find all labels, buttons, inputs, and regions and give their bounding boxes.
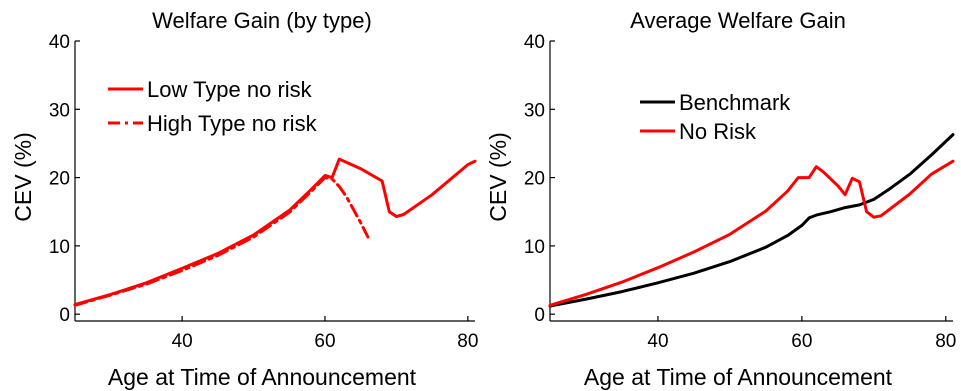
series-line-no-risk [548, 159, 955, 307]
x-tick-label: 80 [935, 331, 956, 352]
y-tick-label: 40 [524, 32, 545, 53]
x-axis-label: Age at Time of Announcement [584, 364, 893, 390]
x-tick-label: 40 [172, 331, 193, 352]
legend-label-no-risk: No Risk [679, 119, 757, 144]
y-axis-label: CEV (%) [10, 132, 36, 221]
legend-label-benchmark: Benchmark [679, 90, 791, 115]
plot-area [73, 157, 477, 307]
x-tick-label: 40 [647, 331, 668, 352]
x-axis-label: Age at Time of Announcement [108, 364, 417, 390]
legend-label-high-type-no-risk: High Type no risk [147, 111, 318, 136]
series-line-high-type-no-risk [73, 176, 370, 307]
y-tick-label: 0 [534, 305, 545, 326]
series-line-benchmark [548, 133, 955, 308]
chart-title: Average Welfare Gain [630, 8, 846, 33]
y-axis-label: CEV (%) [485, 132, 511, 221]
y-tick-label: 40 [49, 32, 70, 53]
legend: Benchmark No Risk [640, 90, 791, 144]
y-tick-label: 20 [524, 169, 545, 190]
y-tick-label: 0 [59, 305, 70, 326]
tick-layer: 0 10 20 30 40 40 60 80 [49, 32, 479, 352]
y-tick-label: 10 [49, 237, 70, 258]
legend: Low Type no risk High Type no risk [108, 77, 318, 136]
chart-panel-welfare-gain-by-type: Welfare Gain (by type) Age at Time of An… [10, 8, 478, 390]
y-tick-label: 30 [524, 100, 545, 121]
series-line-low-type-no-risk [73, 157, 477, 307]
y-tick-label: 30 [49, 100, 70, 121]
legend-label-low-type-no-risk: Low Type no risk [147, 77, 313, 102]
y-tick-label: 10 [524, 237, 545, 258]
x-tick-label: 80 [457, 331, 478, 352]
y-tick-label: 20 [49, 169, 70, 190]
x-tick-label: 60 [314, 331, 335, 352]
plot-area [548, 133, 955, 308]
chart-panel-average-welfare-gain: Average Welfare Gain Age at Time of Anno… [485, 8, 956, 390]
chart-title: Welfare Gain (by type) [152, 8, 372, 33]
x-tick-label: 60 [791, 331, 812, 352]
tick-layer: 0 10 20 30 40 40 60 80 [524, 32, 957, 352]
